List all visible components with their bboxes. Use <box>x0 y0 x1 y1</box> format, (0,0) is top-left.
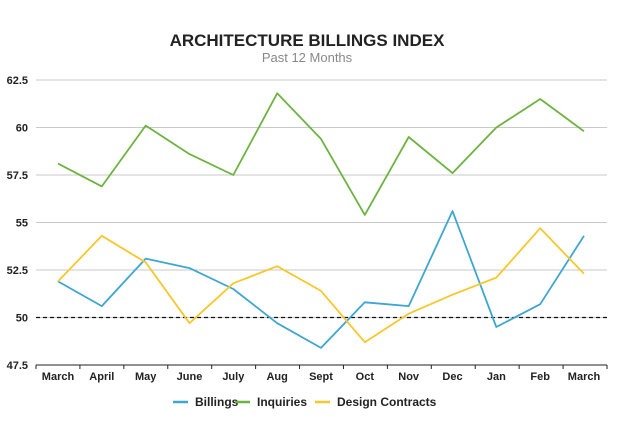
x-tick-label: March <box>568 371 601 383</box>
series-line-design-contracts <box>57 227 585 344</box>
legend: Billings Inquiries Design Contracts <box>173 395 437 409</box>
y-tick-label: 52.5 <box>7 265 28 277</box>
x-tick-label: June <box>177 371 203 383</box>
y-tick-label: 60 <box>16 123 28 135</box>
series-line-inquiries <box>57 92 585 216</box>
x-tick-label: Feb <box>530 371 550 383</box>
x-tick-label: Sept <box>309 371 333 383</box>
y-tick-label: 47.5 <box>7 360 28 372</box>
x-tick-label: March <box>42 371 75 383</box>
grid-lines <box>36 79 607 366</box>
x-tick-label: May <box>135 371 157 383</box>
legend-label: Design Contracts <box>337 395 437 409</box>
x-tick-label: Jan <box>487 371 506 383</box>
y-axis-ticks: 47.5 50 52.5 55 57.5 60 62.5 <box>7 75 28 372</box>
x-tick-label: Dec <box>442 371 462 383</box>
x-tick-label: April <box>89 371 114 383</box>
series-lines <box>57 92 585 349</box>
y-tick-label: 62.5 <box>7 75 28 87</box>
y-tick-label: 50 <box>16 313 28 325</box>
series-line-billings <box>57 210 585 349</box>
legend-label: Billings <box>195 395 239 409</box>
x-tick-label: July <box>222 371 245 383</box>
x-tick-label: Oct <box>356 371 375 383</box>
chart-subtitle: Past 12 Months <box>262 50 353 65</box>
legend-label: Inquiries <box>257 395 307 409</box>
y-tick-label: 55 <box>16 218 28 230</box>
y-tick-label: 57.5 <box>7 170 28 182</box>
x-tick-label: Nov <box>398 371 420 383</box>
chart-title: ARCHITECTURE BILLINGS INDEX <box>170 31 446 50</box>
x-tick-label: Aug <box>266 371 287 383</box>
x-axis-ticks: March April May June July Aug Sept Oct Nov Dec Jan… <box>35 365 608 383</box>
